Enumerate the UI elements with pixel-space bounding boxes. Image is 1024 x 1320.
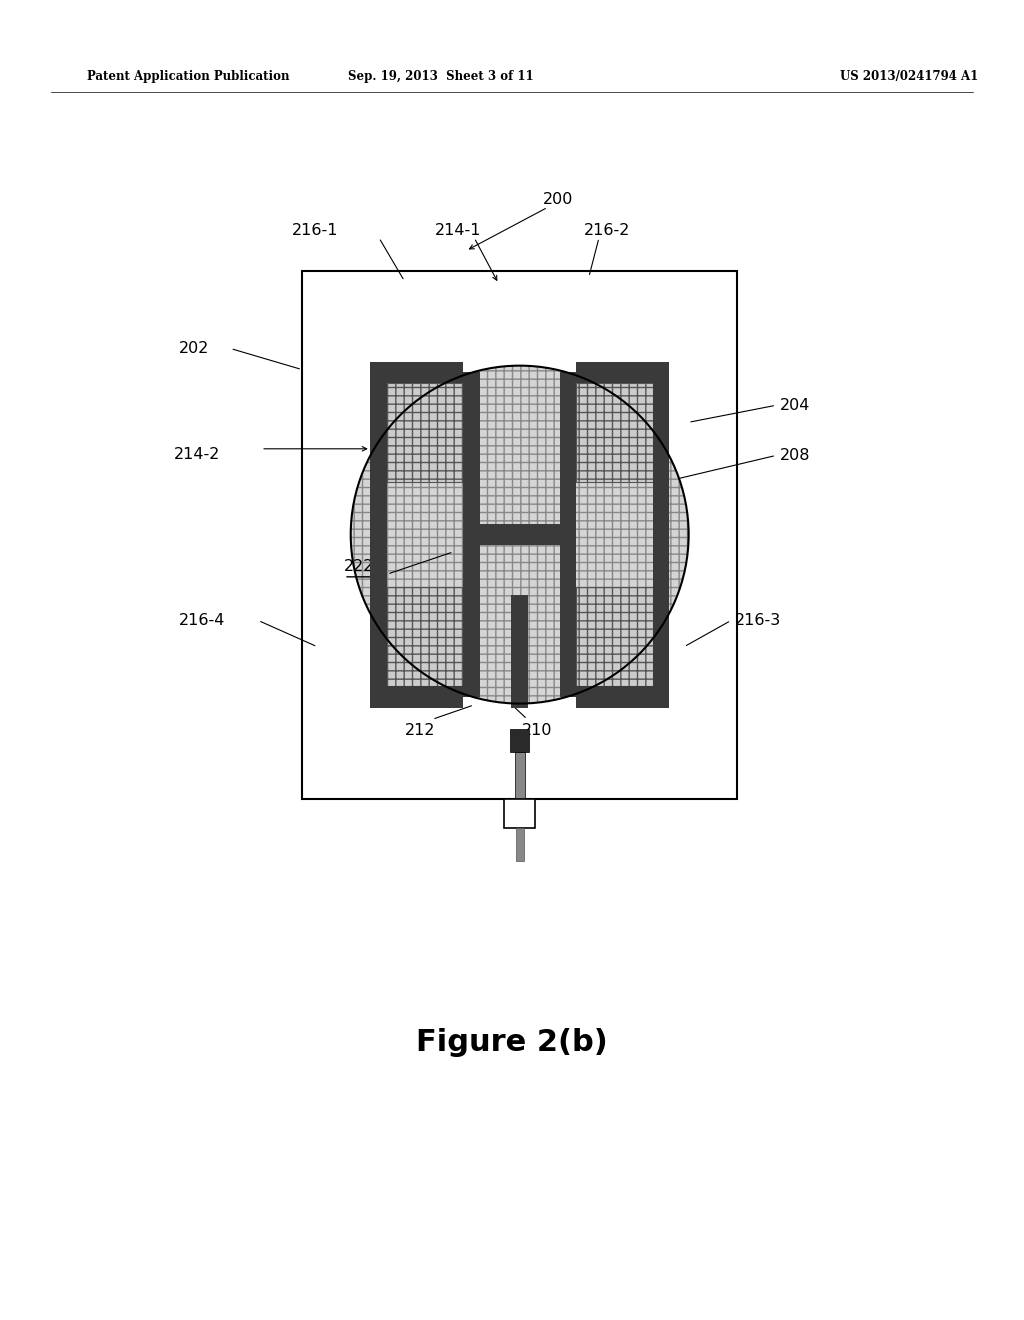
Text: Patent Application Publication: Patent Application Publication — [87, 70, 290, 83]
Bar — [514, 752, 524, 799]
Bar — [370, 362, 463, 383]
Text: 216-3: 216-3 — [735, 612, 781, 628]
Text: 216-1: 216-1 — [292, 223, 338, 238]
Text: 202: 202 — [179, 341, 210, 356]
Bar — [559, 372, 575, 697]
Text: 208: 208 — [780, 447, 811, 463]
Text: 216-4: 216-4 — [179, 612, 225, 628]
Text: 200: 200 — [543, 193, 573, 207]
Bar — [386, 383, 463, 482]
Bar — [575, 686, 670, 708]
Bar — [653, 372, 670, 697]
Bar — [386, 587, 463, 686]
Bar — [302, 271, 737, 799]
Text: 214-1: 214-1 — [435, 223, 481, 238]
Bar — [575, 383, 653, 482]
Bar — [370, 686, 463, 708]
Text: Sep. 19, 2013  Sheet 3 of 11: Sep. 19, 2013 Sheet 3 of 11 — [347, 70, 534, 83]
Text: 212: 212 — [404, 723, 435, 738]
Text: Figure 2(b): Figure 2(b) — [416, 1028, 608, 1057]
Bar — [370, 372, 386, 697]
Bar — [504, 799, 535, 828]
Bar — [515, 828, 523, 861]
Text: 222: 222 — [344, 560, 375, 574]
Bar — [575, 362, 670, 383]
Text: 210: 210 — [522, 723, 553, 738]
Text: US 2013/0241794 A1: US 2013/0241794 A1 — [840, 70, 978, 83]
Bar — [463, 524, 575, 545]
Text: 204: 204 — [780, 397, 811, 413]
Bar — [463, 372, 479, 697]
Bar — [510, 729, 528, 752]
Text: 216-2: 216-2 — [584, 223, 630, 238]
Bar — [511, 594, 528, 708]
Text: 214-2: 214-2 — [174, 446, 220, 462]
Bar — [575, 587, 653, 686]
Ellipse shape — [350, 366, 688, 704]
